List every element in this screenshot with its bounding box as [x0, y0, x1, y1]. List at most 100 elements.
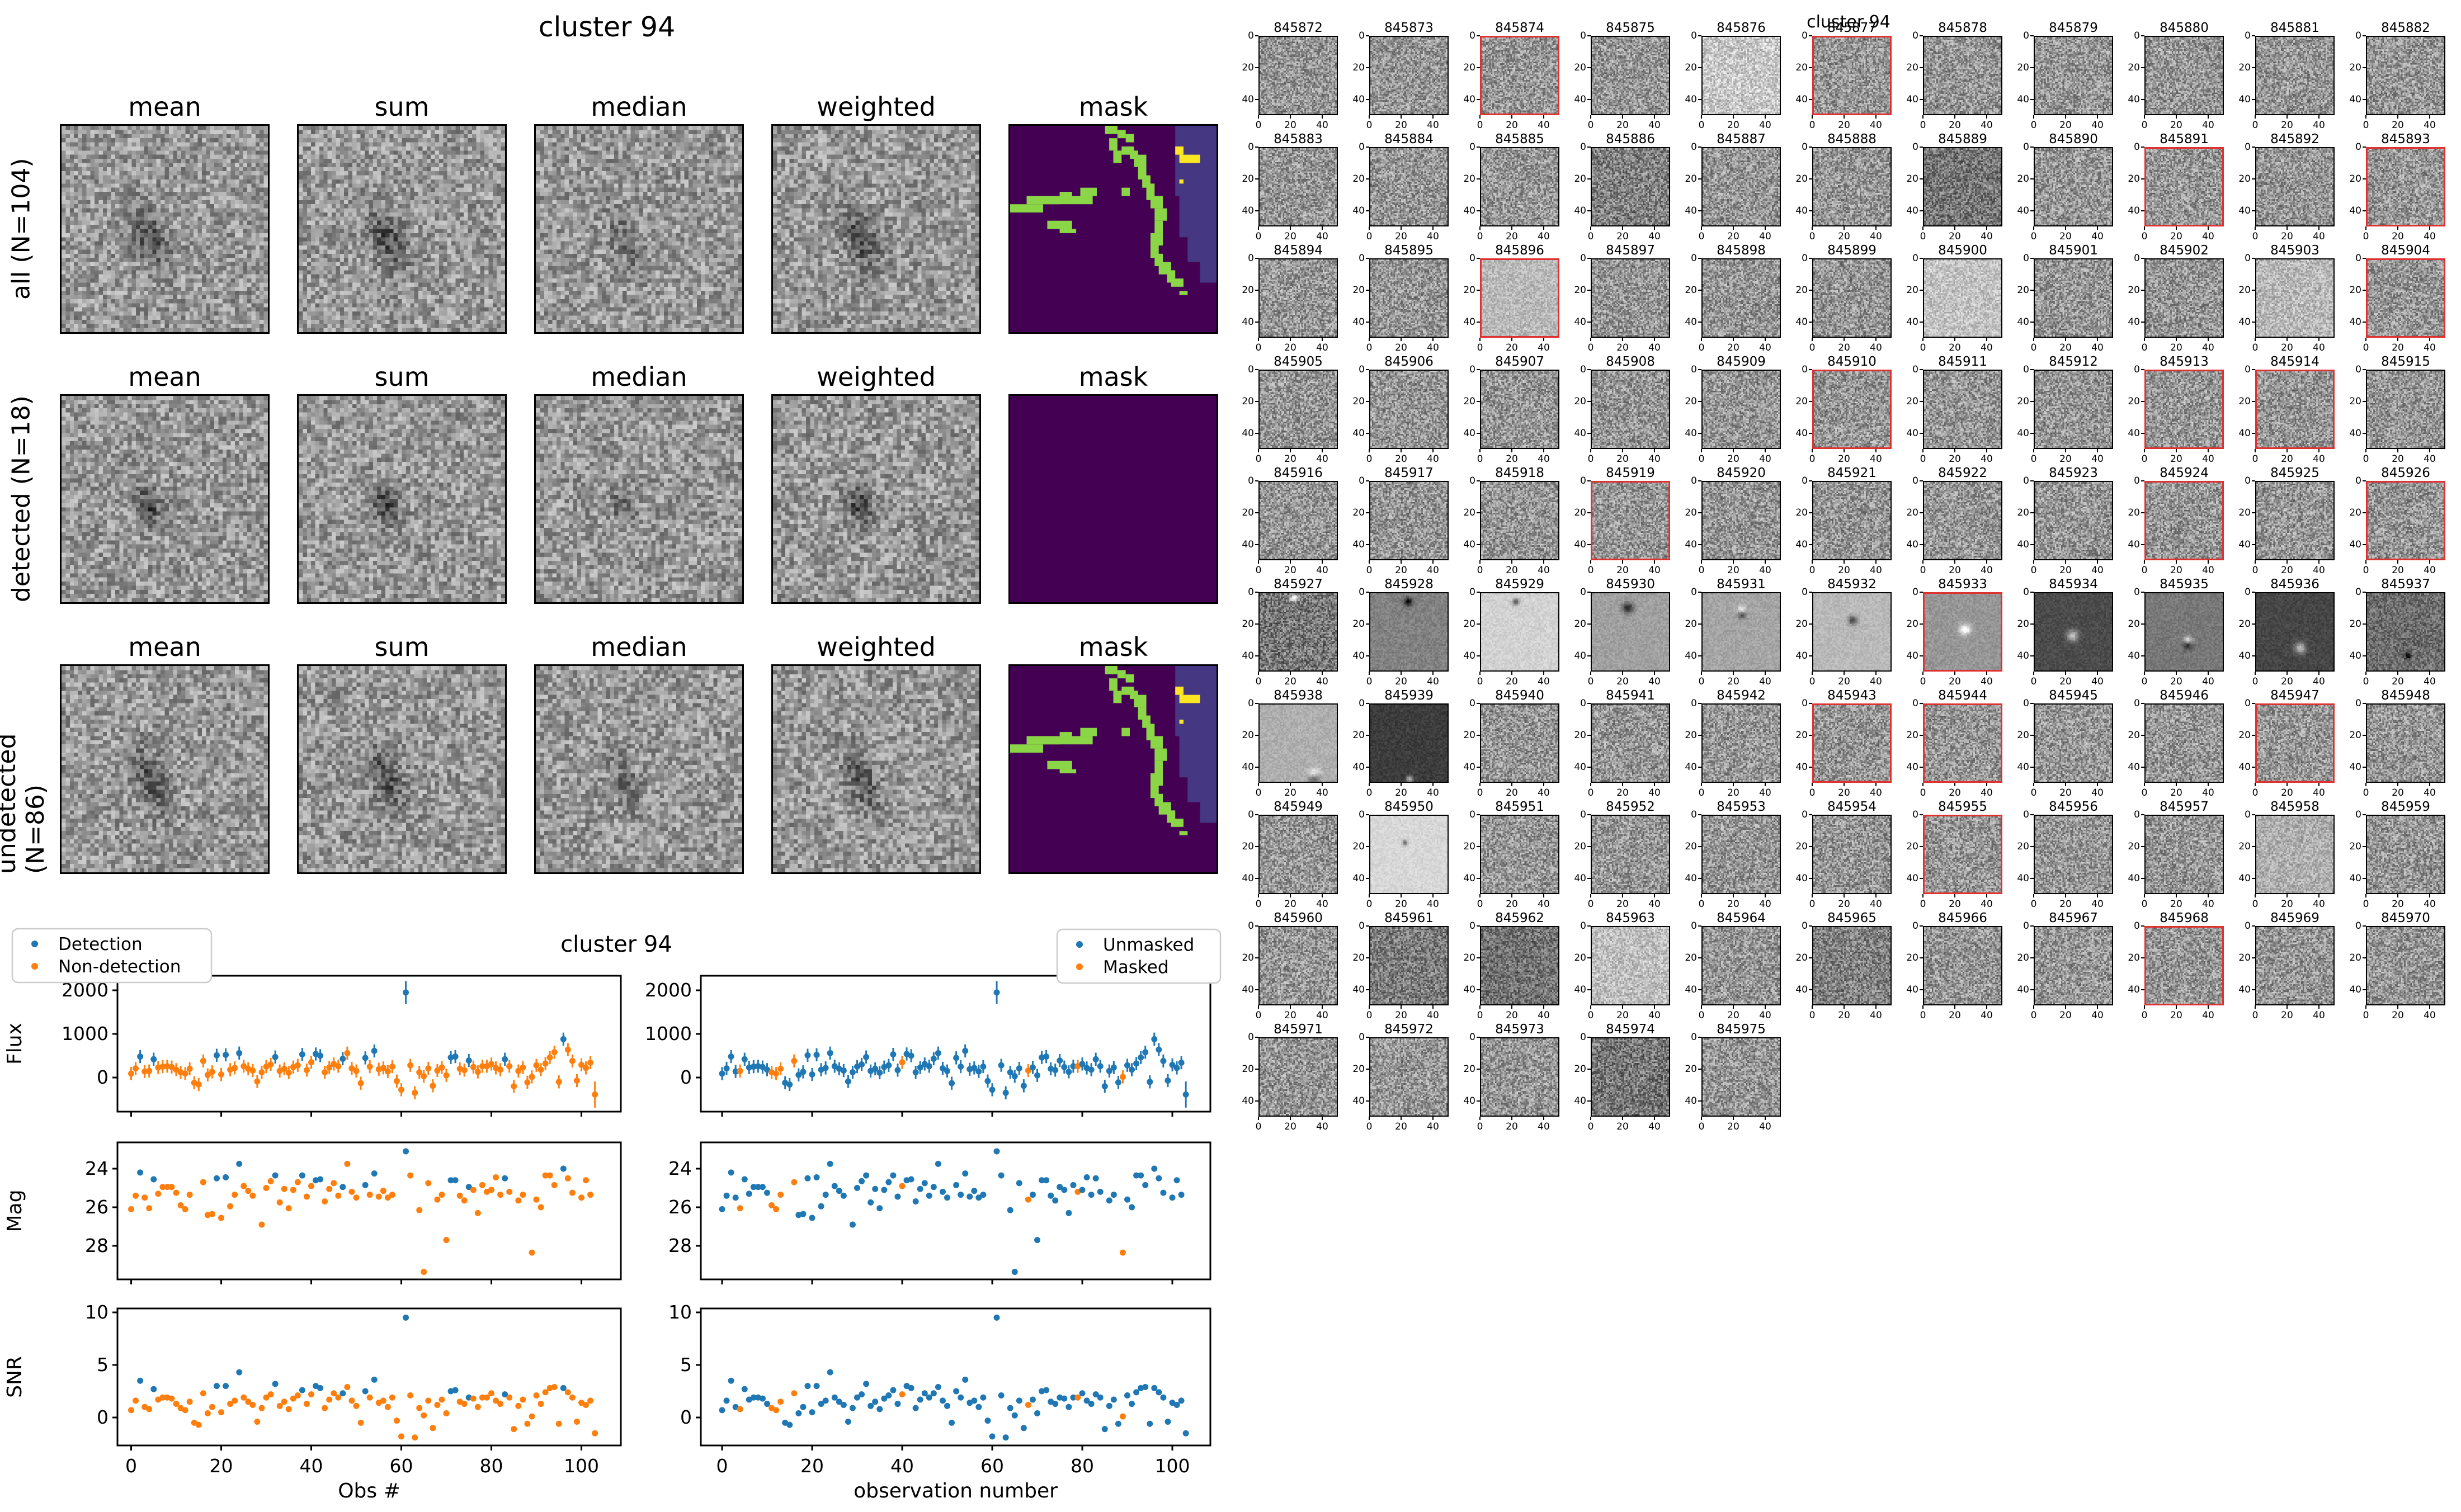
thumbnail-xtick-mark: [1622, 672, 1623, 675]
data-point: [389, 1064, 395, 1070]
data-point: [755, 1063, 761, 1070]
thumbnail-xtick-label: 0: [1255, 1010, 1262, 1021]
thumbnail-ytick-label: 20: [1574, 396, 1586, 407]
data-point: [168, 1184, 175, 1190]
thumbnail-ytick-mark: [1587, 480, 1591, 481]
thumbnail-ytick-label: 40: [1352, 205, 1365, 216]
data-point: [1133, 1389, 1140, 1396]
thumbnail-ytick-mark: [1809, 480, 1812, 481]
thumbnail-xtick-label: 20: [2059, 899, 2072, 910]
data-point: [173, 1066, 180, 1073]
thumbnail-xtick-mark: [1290, 226, 1291, 230]
thumbnail-xtick-mark: [1733, 449, 1734, 452]
data-point: [542, 1389, 549, 1396]
data-point: [737, 1406, 743, 1412]
thumbnail-xtick-label: 20: [2392, 342, 2404, 353]
thumbnail-xtick-label: 20: [2170, 231, 2182, 242]
observation-thumbnail: [1369, 36, 1449, 115]
data-point: [1142, 1383, 1149, 1390]
data-point: [1043, 1053, 1050, 1060]
thumbnail-xtick-mark: [1844, 1005, 1845, 1009]
thumbnail-ytick-label: 40: [1795, 650, 1808, 662]
data-point: [921, 1061, 928, 1067]
data-point: [939, 1397, 946, 1404]
thumbnail-xtick-label: 40: [2424, 231, 2436, 242]
thumbnail-xtick-label: 0: [1366, 342, 1373, 353]
thumbnail-xtick-label: 20: [2059, 453, 2072, 465]
observation-thumbnail: [1480, 481, 1559, 560]
data-point: [1119, 1074, 1126, 1080]
thumbnail-id: 845963: [1606, 911, 1655, 925]
thumbnail-ytick-label: 40: [2017, 873, 2029, 884]
thumbnail-id: 845888: [1827, 132, 1877, 147]
thumbnail-xtick-mark: [2144, 338, 2145, 341]
thumbnail-xtick-mark: [1543, 672, 1544, 675]
data-point: [935, 1383, 941, 1390]
thumbnail-ytick-mark: [1366, 99, 1369, 100]
thumbnail-xtick-mark: [1590, 338, 1591, 341]
thumbnail-xtick-label: 0: [2252, 120, 2259, 131]
data-point: [281, 1398, 287, 1405]
thumbnail-ytick-label: 40: [1795, 94, 1808, 105]
thumbnail-ytick-label: 20: [1463, 1064, 1475, 1075]
data-point: [831, 1183, 838, 1189]
data-point: [155, 1064, 162, 1071]
thumbnail-ytick-mark: [2252, 544, 2255, 545]
data-point: [555, 1420, 562, 1427]
thumbnail-ytick-label: 20: [1685, 841, 1697, 852]
thumbnail-id: 845900: [1938, 243, 1987, 258]
thumbnail-ytick-mark: [1809, 544, 1812, 545]
data-point: [258, 1069, 265, 1076]
ytick-label: 1000: [62, 1023, 109, 1045]
thumbnail-ytick-mark: [1477, 957, 1480, 958]
observation-thumbnail: [1480, 1037, 1559, 1117]
data-point: [191, 1419, 197, 1426]
thumbnail-xtick-mark: [2429, 783, 2430, 786]
thumbnail-xtick-mark: [1622, 894, 1623, 897]
thumbnail-ytick-label: 0: [2355, 920, 2361, 932]
thumbnail-xtick-label: 20: [2281, 120, 2293, 131]
thumbnail-ytick-label: 0: [1912, 30, 1918, 41]
thumbnail-xtick-label: 40: [1648, 787, 1661, 798]
data-point: [416, 1069, 423, 1076]
thumbnail-xtick-mark: [2065, 783, 2066, 786]
thumbnail-xtick-mark: [1369, 783, 1370, 786]
data-point: [389, 1192, 395, 1198]
data-point: [1043, 1177, 1050, 1184]
data-point: [331, 1390, 337, 1397]
thumbnail-ytick-label: 0: [2023, 809, 2029, 820]
mask-image: [1008, 124, 1218, 334]
thumbnail-xtick-label: 40: [1427, 1010, 1439, 1021]
thumbnail-xtick-mark: [2144, 894, 2145, 897]
thumbnail-ytick-mark: [2252, 989, 2255, 990]
ytick-label: 5: [680, 1354, 692, 1376]
thumbnail-ytick-mark: [2141, 989, 2144, 990]
thumbnail-xtick-label: 20: [1838, 342, 1850, 353]
thumbnail-xtick-mark: [1922, 1005, 1923, 1009]
thumbnail-xtick-mark: [1733, 115, 1734, 119]
thumbnail-xtick-mark: [1844, 894, 1845, 897]
thumbnail-id: 845891: [2160, 132, 2209, 147]
thumbnail-xtick-label: 20: [2059, 565, 2072, 576]
axes-box: [116, 1141, 622, 1281]
thumbnail-ytick-label: 20: [1574, 841, 1586, 852]
thumbnail-ytick-mark: [2030, 290, 2034, 291]
data-point: [470, 1187, 477, 1193]
thumbnail-xtick-label: 0: [1477, 120, 1483, 131]
thumbnail-xtick-mark: [1369, 115, 1370, 119]
thumbnail-ytick-mark: [2030, 210, 2034, 211]
data-point: [542, 1172, 549, 1179]
data-point: [890, 1051, 897, 1058]
thumbnail-ytick-label: 40: [2017, 428, 2029, 439]
thumbnail-ytick-mark: [2030, 925, 2034, 927]
thumbnail-id: 845950: [1384, 800, 1434, 814]
observation-thumbnail: [2366, 147, 2445, 226]
data-point: [412, 1434, 418, 1441]
data-point: [809, 1215, 815, 1221]
observation-thumbnail: [2366, 703, 2445, 783]
thumbnail-xtick-label: 20: [1727, 899, 1739, 910]
thumbnail-xtick-label: 0: [2252, 787, 2259, 798]
thumbnail-xtick-mark: [1290, 894, 1291, 897]
thumbnail-xtick-label: 0: [1698, 342, 1705, 353]
